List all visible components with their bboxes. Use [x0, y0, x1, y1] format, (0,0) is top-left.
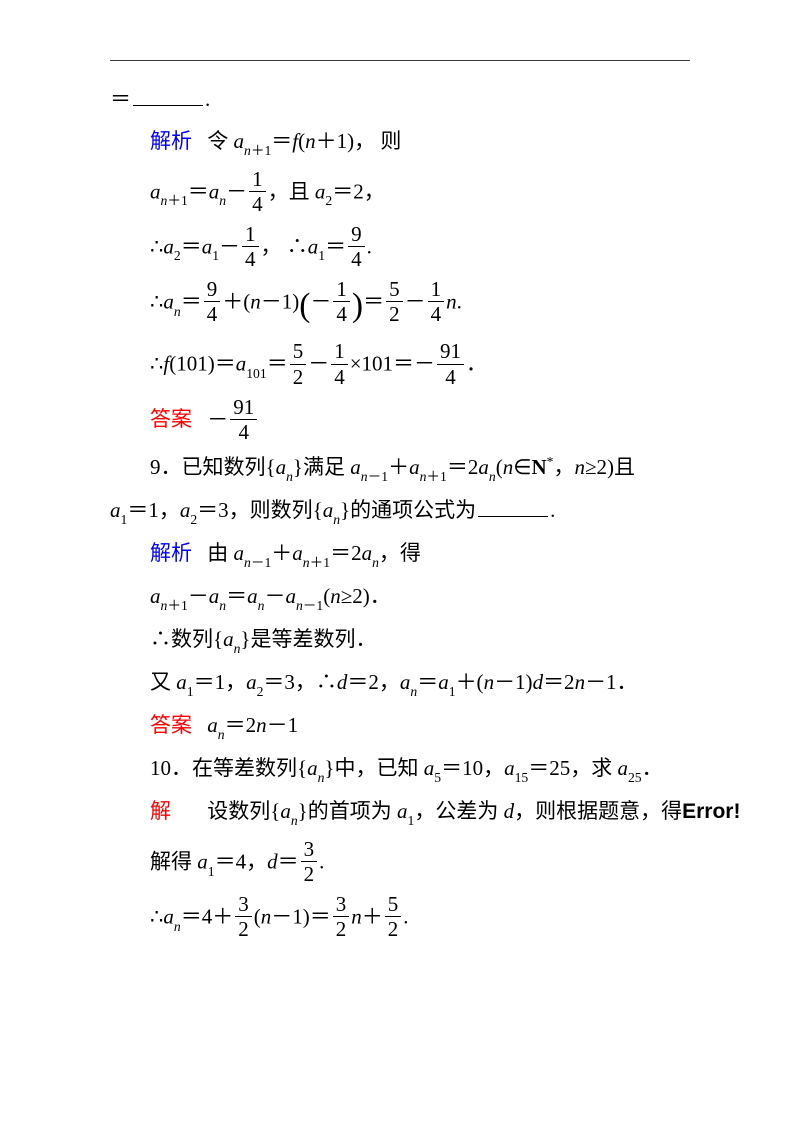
q9-stem-1: 9．已知数列{an}满足 an－1＋an＋1＝2an(n∈N*，n≥2)且: [110, 451, 690, 486]
frac-91-4: 914: [437, 340, 464, 387]
q10-stem: 10．在等差数列{an}中，已知 a5＝10，a15＝25，求 a25．: [110, 752, 690, 787]
frac-1-4: 14: [333, 278, 350, 325]
q9-step3: ∴数列{an}是等差数列．: [110, 623, 690, 658]
frac-3-2: 32: [333, 893, 350, 940]
frac-5-2: 52: [385, 893, 402, 940]
label-daan: 答案: [150, 709, 202, 743]
q9-step4: 又 a1＝1，a2＝3，∴d＝2，an＝a1＋(n－1)d＝2n－1．: [110, 666, 690, 701]
top-rule: [110, 60, 690, 61]
label-jiexi: 解析: [150, 537, 202, 571]
label-daan: 答案: [150, 403, 202, 437]
q9-answer: 答案 an＝2n－1: [110, 709, 690, 744]
q8-step3: ∴a2＝a1－14， ∴a1＝94.: [110, 223, 690, 270]
q8-jiexi-1a: 令: [207, 129, 233, 153]
q8-step4: ∴an＝94＋(n－1)(－14)＝52－14n.: [110, 278, 690, 333]
error-text: Error!: [682, 800, 740, 823]
q8-step2: an＋1＝an－14，且 a2＝2，: [110, 168, 690, 215]
q8-answer: 答案 －914: [110, 396, 690, 443]
period: .: [205, 87, 210, 111]
q8-step5: ∴f(101)＝a101＝52－14×101＝－914．: [110, 340, 690, 387]
blank-line: [133, 83, 203, 106]
eq-text: ＝: [110, 87, 131, 111]
q10-step3: ∴an＝4＋32(n－1)＝32n＋52.: [110, 893, 690, 940]
frac-3-2: 32: [235, 893, 252, 940]
blank-line: [478, 494, 548, 517]
q8-ans-neg: －: [207, 407, 228, 431]
frac-5-2: 52: [386, 278, 403, 325]
frac-1-4: 14: [331, 340, 348, 387]
frac-3-2: 32: [301, 838, 318, 885]
q8-continuation: ＝.: [110, 83, 690, 117]
q8-jiexi-1c: 则: [380, 129, 401, 153]
frac-91-4: 914: [230, 396, 257, 443]
frac-9-4: 94: [348, 223, 365, 270]
label-jie: 解: [150, 795, 202, 829]
label-jiexi: 解析: [150, 125, 202, 159]
q8-jiexi-1b: an＋1＝f(n＋1)，: [234, 129, 376, 153]
q10-step2: 解得 a1＝4，d＝32.: [110, 838, 690, 885]
q8-jiexi-line: 解析 令 an＋1＝f(n＋1)， 则: [110, 125, 690, 160]
q9-stem-2: a1＝1，a2＝3，则数列{an}的通项公式为.: [110, 494, 690, 529]
frac-1-4: 14: [428, 278, 445, 325]
frac-1-4: 14: [242, 223, 259, 270]
q9-step2: an＋1－an＝an－an－1(n≥2)．: [110, 580, 690, 615]
q10-jie: 解 设数列{an}的首项为 a1，公差为 d，则根据题意，得Error!: [110, 795, 690, 830]
frac-1-4: 14: [249, 168, 266, 215]
frac-5-2: 52: [290, 340, 307, 387]
q9-jiexi: 解析 由 an－1＋an＋1＝2an，得: [110, 537, 690, 572]
frac-9-4: 94: [204, 278, 221, 325]
page: ＝. 解析 令 an＋1＝f(n＋1)， 则 an＋1＝an－14，且 a2＝2…: [0, 0, 800, 1132]
